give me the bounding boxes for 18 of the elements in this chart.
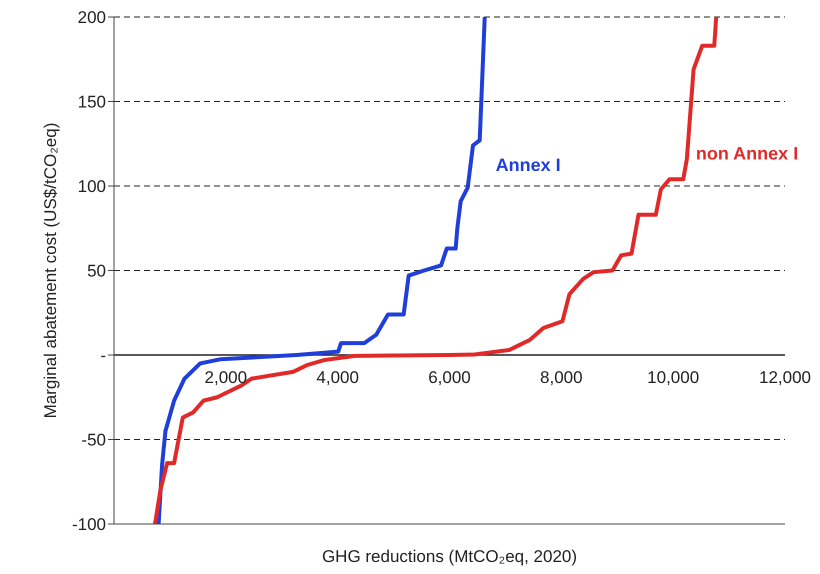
- y-tick-label: -: [100, 346, 106, 366]
- series-label: Annex I: [496, 155, 561, 176]
- y-axis-title: Marginal abatement cost (US$/tCO₂eq): [41, 122, 60, 418]
- x-tick-label: 4,000: [316, 368, 359, 387]
- y-tick-label: 150: [78, 92, 106, 112]
- y-tick-label: -100: [72, 515, 106, 534]
- x-axis-title: GHG reductions (MtCO₂eq, 2020): [322, 547, 578, 566]
- y-tick-label: -50: [81, 430, 106, 450]
- line-series: [156, 17, 487, 524]
- y-tick-label: 50: [87, 262, 106, 281]
- x-tick-label: 6,000: [428, 368, 471, 387]
- series-label: non Annex I: [696, 143, 798, 164]
- x-tick-label: 10,000: [647, 368, 700, 387]
- x-tick-label: 12,000: [759, 368, 811, 387]
- x-tick-label: 8,000: [540, 368, 583, 387]
- y-tick-label: 100: [78, 177, 106, 196]
- x-tick-label: 2,000: [204, 368, 248, 387]
- y-tick-label: 200: [78, 8, 106, 28]
